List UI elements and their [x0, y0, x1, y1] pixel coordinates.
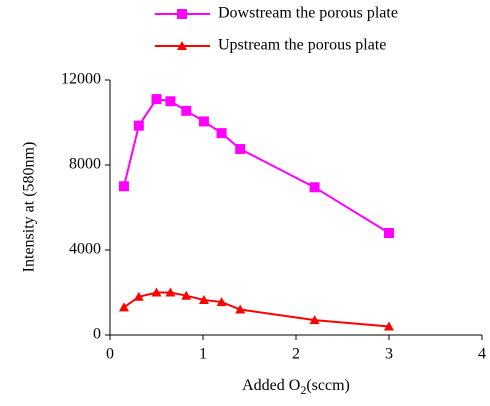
marker: [216, 128, 227, 139]
x-label-part: (sccm): [306, 377, 350, 394]
y-tick-label: 4000: [69, 241, 101, 258]
series-line: [122, 98, 390, 234]
series-line: [123, 291, 390, 328]
marker: [181, 290, 192, 300]
marker: [235, 304, 246, 314]
x-tick-label: 3: [385, 346, 393, 363]
marker: [177, 41, 187, 50]
marker: [133, 291, 144, 301]
y-tick-label: 8000: [69, 156, 101, 173]
marker: [309, 182, 320, 193]
y-tick-label: 0: [93, 326, 101, 343]
marker: [235, 144, 246, 155]
x-tick-label: 2: [292, 346, 300, 363]
x-tick-label: 4: [478, 346, 486, 363]
marker: [151, 287, 162, 297]
marker: [384, 321, 394, 331]
marker: [181, 105, 192, 116]
marker: [216, 297, 227, 307]
x-tick-label: 1: [199, 346, 207, 363]
marker: [309, 315, 320, 325]
marker: [165, 96, 176, 107]
marker: [384, 228, 394, 238]
marker: [198, 294, 209, 304]
legend-label: Dowstream the porous plate: [218, 5, 398, 22]
x-tick-label: 0: [106, 346, 114, 363]
marker: [177, 9, 187, 19]
x-label-part: Added O: [242, 377, 300, 394]
legend-label: Upstream the porous plate: [218, 37, 386, 54]
marker: [118, 181, 129, 192]
y-axis-label: Intensity at (580nm): [21, 142, 38, 273]
y-tick-label: 12000: [61, 71, 101, 88]
marker: [165, 287, 176, 297]
marker: [118, 302, 129, 312]
marker: [151, 94, 162, 105]
x-label-subscript: 2: [300, 383, 306, 397]
marker: [133, 120, 144, 131]
x-axis-label: Added O2(sccm): [242, 377, 350, 397]
marker: [198, 116, 209, 127]
